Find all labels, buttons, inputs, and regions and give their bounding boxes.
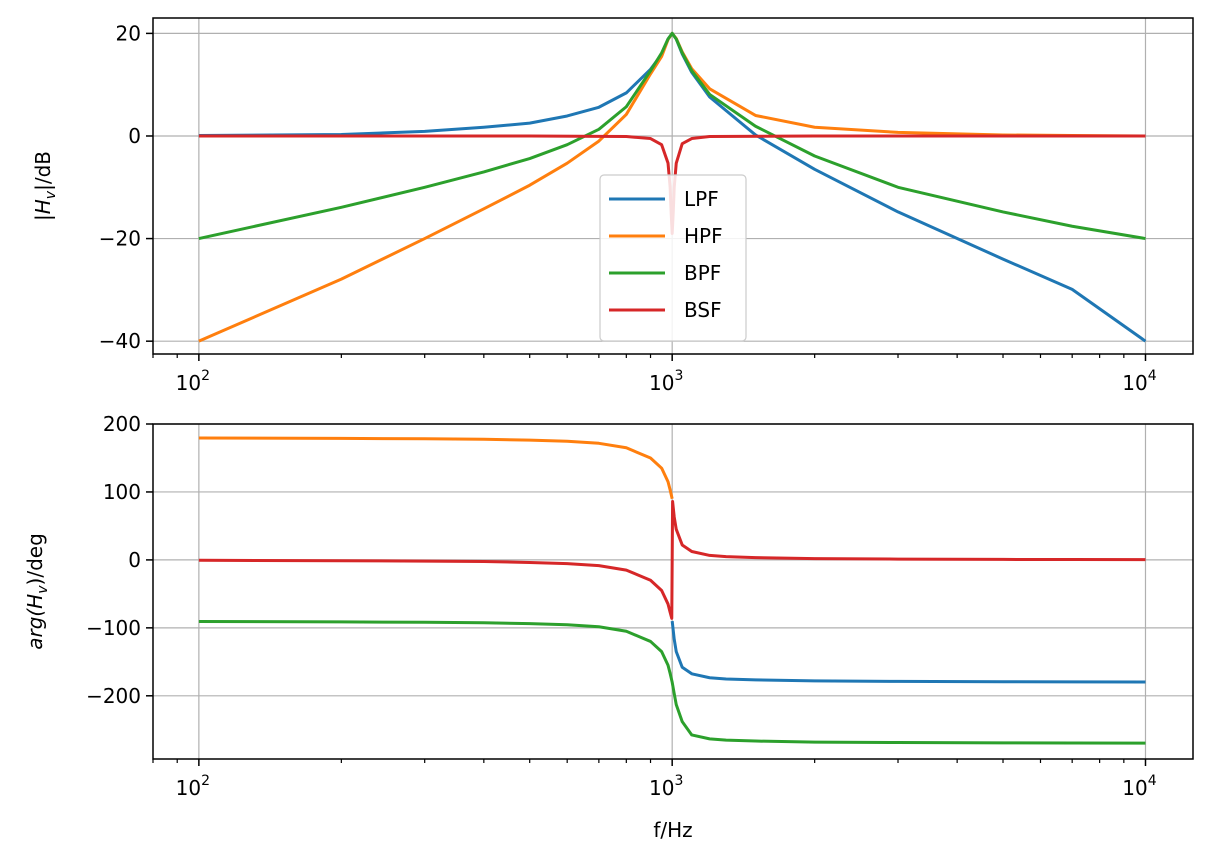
- plot-frame: [152, 17, 1194, 355]
- y-tick-label-2: 0: [128, 548, 141, 572]
- y-tick-label-3: −100: [86, 616, 141, 640]
- y-axis-label: |Hv|/dB: [31, 151, 59, 221]
- x-tick-exponent-2: 4: [1148, 773, 1157, 789]
- plot-frame: [152, 423, 1194, 760]
- series-lines: [198, 31, 1147, 343]
- legend: LPF HPF BPF BSF: [599, 174, 747, 342]
- y-tick-label-0: 20: [116, 21, 141, 45]
- legend-label-bsf: BSF: [684, 298, 722, 322]
- y-tick-label-1: 100: [103, 480, 141, 504]
- y-tick-label-1: 0: [128, 124, 141, 148]
- series-line-bsf: [198, 499, 1146, 620]
- x-axis-label: f/Hz: [653, 818, 692, 842]
- y-tick-label-2: −20: [99, 227, 141, 251]
- series-line-hpf: [198, 436, 674, 500]
- legend-label-bpf: BPF: [684, 261, 721, 285]
- series-line-bpf: [198, 619, 1146, 745]
- y-tick-label-3: −40: [99, 329, 141, 353]
- x-tick-exponent-1: 3: [674, 773, 683, 789]
- series-lines: [198, 436, 1146, 745]
- x-tick-exponent-2: 4: [1148, 368, 1157, 384]
- y-axis-label: arg(Hv)/deg: [23, 533, 51, 650]
- legend-box: [599, 174, 747, 342]
- series-line-lpf: [670, 620, 1146, 684]
- y-tick-label-4: −200: [86, 684, 141, 708]
- series-line-bpf: [198, 31, 1146, 241]
- x-tick-exponent-0: 2: [201, 368, 210, 384]
- y-tick-label-0: 200: [103, 412, 141, 436]
- x-tick-exponent-1: 3: [674, 368, 683, 384]
- x-tick-exponent-0: 2: [201, 773, 210, 789]
- legend-label-hpf: HPF: [684, 224, 723, 248]
- legend-label-lpf: LPF: [684, 187, 719, 211]
